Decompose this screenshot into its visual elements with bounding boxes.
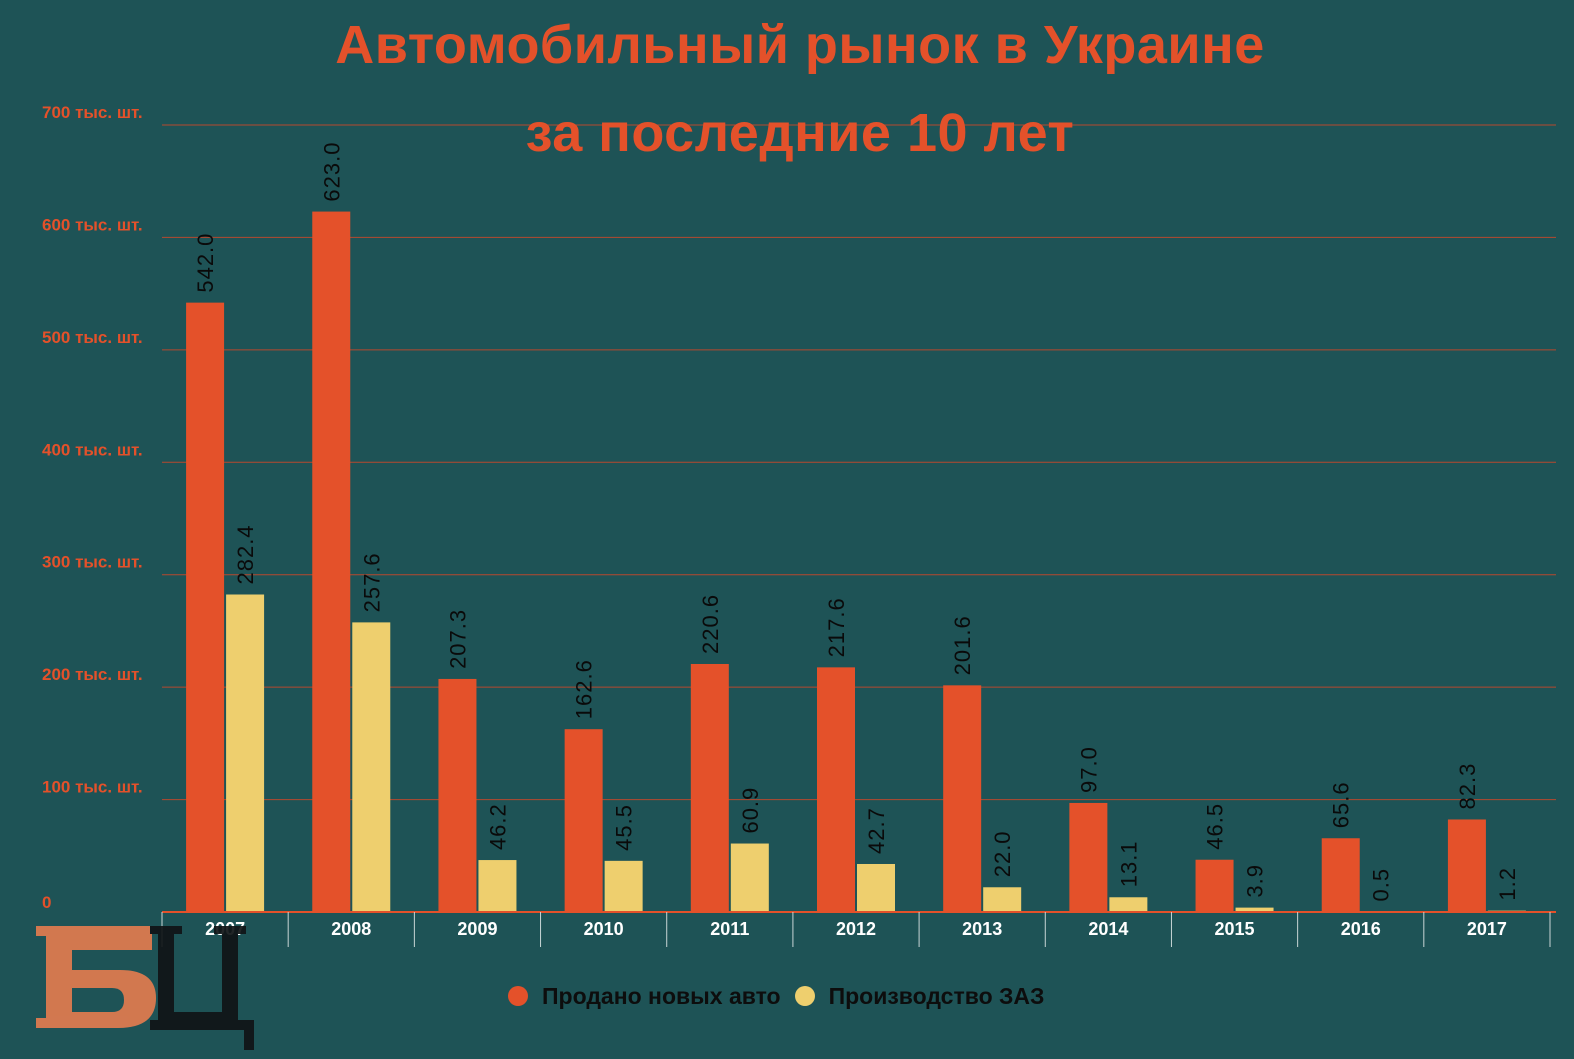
data-label-sold-2010: 162.6: [572, 659, 597, 719]
x-tick-label-2013: 2013: [962, 919, 1002, 939]
data-label-zaz-2017: 1.2: [1495, 867, 1520, 901]
data-label-zaz-2010: 45.5: [612, 804, 637, 851]
y-tick-label-300: 300 тыс. шт.: [42, 553, 143, 572]
chart-title-line-2: за последние 10 лет: [525, 103, 1075, 163]
x-tick-label-2008: 2008: [331, 919, 371, 939]
bar-sold-2012: [817, 667, 855, 912]
legend-label-zaz: Производство ЗАЗ: [828, 982, 1045, 1009]
legend-item-zaz: Производство ЗАЗ: [794, 982, 1045, 1010]
legend-dot-zaz: [794, 986, 815, 1006]
x-tick-label-2015: 2015: [1215, 919, 1255, 939]
data-label-zaz-2009: 46.2: [485, 803, 510, 850]
data-label-sold-2007: 542.0: [193, 233, 218, 293]
bar-sold-2016: [1321, 838, 1360, 912]
data-label-zaz-2016: 0.5: [1369, 868, 1394, 902]
bar-sold-2014: [1069, 802, 1108, 912]
data-label-sold-2015: 46.5: [1203, 803, 1228, 850]
bc-logo: [36, 926, 254, 1050]
y-tick-label-0: 0: [42, 893, 51, 912]
bar-zaz-2008: [352, 622, 391, 912]
data-label-zaz-2008: 257.6: [359, 552, 384, 612]
legend-dot-sold: [508, 986, 528, 1006]
data-label-sold-2014: 97.0: [1076, 746, 1101, 793]
bar-sold-2008: [312, 211, 351, 912]
chart-title-line-1: Автомобильный рынок в Украине: [335, 15, 1265, 75]
data-label-zaz-2011: 60.9: [738, 787, 763, 834]
legend: Продано новых авто Производство ЗАЗ: [508, 981, 1058, 1011]
bar-zaz-2010: [604, 860, 643, 912]
x-tick-label-2010: 2010: [584, 919, 624, 939]
x-tick-label-2009: 2009: [457, 919, 497, 939]
y-tick-label-500: 500 тыс. шт.: [42, 328, 143, 347]
data-label-sold-2012: 217.6: [824, 597, 849, 657]
data-label-zaz-2007: 282.4: [233, 524, 258, 584]
data-label-zaz-2013: 22.0: [990, 830, 1015, 877]
x-tick-label-2016: 2016: [1341, 919, 1381, 939]
x-tick-label-2017: 2017: [1467, 919, 1507, 939]
bar-zaz-2015: [1235, 907, 1274, 912]
x-tick-label-2014: 2014: [1088, 919, 1128, 939]
legend-label-sold: Продано новых авто: [542, 982, 781, 1009]
bar-sold-2011: [690, 663, 729, 912]
x-tick-label-2011: 2011: [710, 919, 749, 939]
bar-zaz-2014: [1109, 897, 1148, 912]
bar-zaz-2012: [857, 863, 895, 912]
bars: 542.0 282.4 623.0 257.6 207.3 46.2 162.6 45.5 22…: [186, 142, 1526, 912]
bar-zaz-2013: [983, 887, 1022, 912]
x-axis: 2007200820092010201120122013201420152016…: [161, 911, 1556, 947]
bar-sold-2017: [1447, 819, 1486, 912]
y-axis: 0 100 тыс. шт. 200 тыс. шт. 300 тыс. шт. 400…: [42, 103, 143, 912]
data-label-zaz-2015: 3.9: [1243, 864, 1268, 898]
y-tick-label-400: 400 тыс. шт.: [42, 440, 143, 459]
legend-item-sold: Продано новых авто: [508, 983, 781, 1010]
y-tick-label-100: 100 тыс. шт.: [42, 778, 143, 797]
data-label-sold-2013: 201.6: [950, 615, 975, 675]
data-label-sold-2016: 65.6: [1329, 781, 1354, 828]
bar-zaz-2011: [730, 843, 769, 912]
data-label-sold-2008: 623.0: [319, 142, 344, 202]
data-label-zaz-2014: 13.1: [1116, 840, 1141, 887]
bar-sold-2013: [943, 685, 982, 912]
y-tick-label-700: 700 тыс. шт.: [42, 103, 143, 122]
bar-sold-2009: [438, 678, 477, 912]
x-tick-label-2012: 2012: [836, 919, 876, 939]
data-label-sold-2017: 82.3: [1455, 763, 1480, 810]
bar-sold-2010: [564, 729, 603, 912]
bar-zaz-2007: [226, 594, 265, 912]
data-label-zaz-2012: 42.7: [864, 807, 889, 854]
gridlines: [162, 124, 1556, 801]
y-tick-label-200: 200 тыс. шт.: [42, 665, 143, 684]
data-label-sold-2009: 207.3: [445, 609, 470, 669]
bar-sold-2015: [1195, 859, 1234, 912]
bar-zaz-2009: [478, 860, 517, 912]
bar-sold-2007: [186, 302, 225, 912]
y-tick-label-600: 600 тыс. шт.: [42, 215, 143, 234]
data-label-sold-2011: 220.6: [698, 594, 723, 654]
